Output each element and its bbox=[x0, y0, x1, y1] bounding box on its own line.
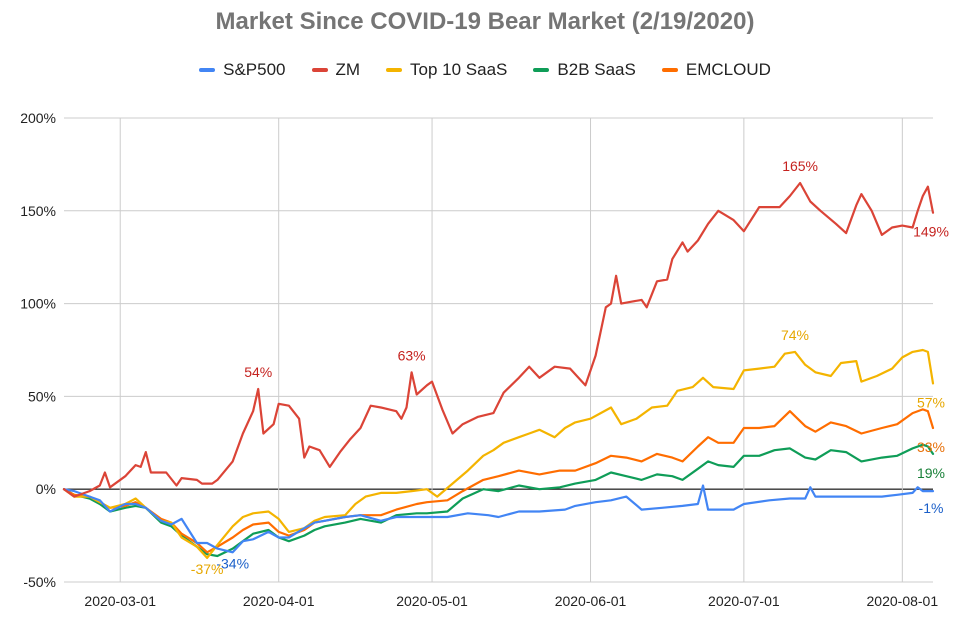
data-label: 33% bbox=[917, 439, 945, 455]
legend-label: ZM bbox=[335, 60, 361, 79]
legend-label: S&P500 bbox=[223, 60, 286, 79]
legend-item: Top 10 SaaS bbox=[386, 60, 507, 80]
data-label: 19% bbox=[917, 465, 945, 481]
y-tick-label: 0% bbox=[36, 481, 56, 497]
legend-label: EMCLOUD bbox=[685, 60, 771, 79]
data-label: 149% bbox=[913, 224, 949, 240]
series-line-emcloud bbox=[62, 408, 935, 554]
chart-title: Market Since COVID-19 Bear Market (2/19/… bbox=[215, 8, 755, 35]
x-tick-label: 2020-07-01 bbox=[708, 593, 780, 609]
series-line-zm bbox=[62, 181, 935, 498]
legend-item: B2B SaaS bbox=[533, 60, 636, 80]
x-tick-label: 2020-08-01 bbox=[867, 593, 939, 609]
x-tick-label: 2020-04-01 bbox=[243, 593, 315, 609]
x-tick-label: 2020-05-01 bbox=[396, 593, 468, 609]
data-label: 165% bbox=[782, 158, 818, 174]
legend-swatch bbox=[311, 68, 328, 72]
data-label: -34% bbox=[216, 555, 249, 571]
legend: S&P500 ZM Top 10 SaaS B2B SaaS EMCLOUD bbox=[0, 60, 970, 80]
y-tick-label: -50% bbox=[23, 574, 56, 590]
data-label: -37% bbox=[191, 561, 224, 577]
legend-item: ZM bbox=[311, 60, 361, 80]
y-tick-label: 50% bbox=[28, 388, 56, 404]
legend-swatch bbox=[661, 68, 678, 72]
data-label: 63% bbox=[398, 347, 426, 363]
legend-label: Top 10 SaaS bbox=[410, 60, 508, 79]
x-tick-label: 2020-06-01 bbox=[555, 593, 627, 609]
data-label: 74% bbox=[781, 327, 809, 343]
x-tick-label: 2020-03-01 bbox=[84, 593, 156, 609]
data-label: 54% bbox=[244, 364, 272, 380]
data-label: 57% bbox=[917, 394, 945, 410]
data-label: -1% bbox=[919, 500, 944, 516]
y-tick-label: 100% bbox=[20, 296, 56, 312]
legend-swatch bbox=[386, 68, 403, 72]
legend-swatch bbox=[199, 68, 216, 72]
legend-label: B2B SaaS bbox=[557, 60, 636, 79]
y-tick-label: 150% bbox=[20, 203, 56, 219]
y-tick-label: 200% bbox=[20, 110, 56, 126]
series-line-top-10-saas bbox=[62, 348, 935, 560]
legend-item: EMCLOUD bbox=[661, 60, 771, 80]
series-line-s-p500 bbox=[62, 484, 935, 554]
legend-item: S&P500 bbox=[199, 60, 286, 80]
legend-swatch bbox=[533, 68, 550, 72]
